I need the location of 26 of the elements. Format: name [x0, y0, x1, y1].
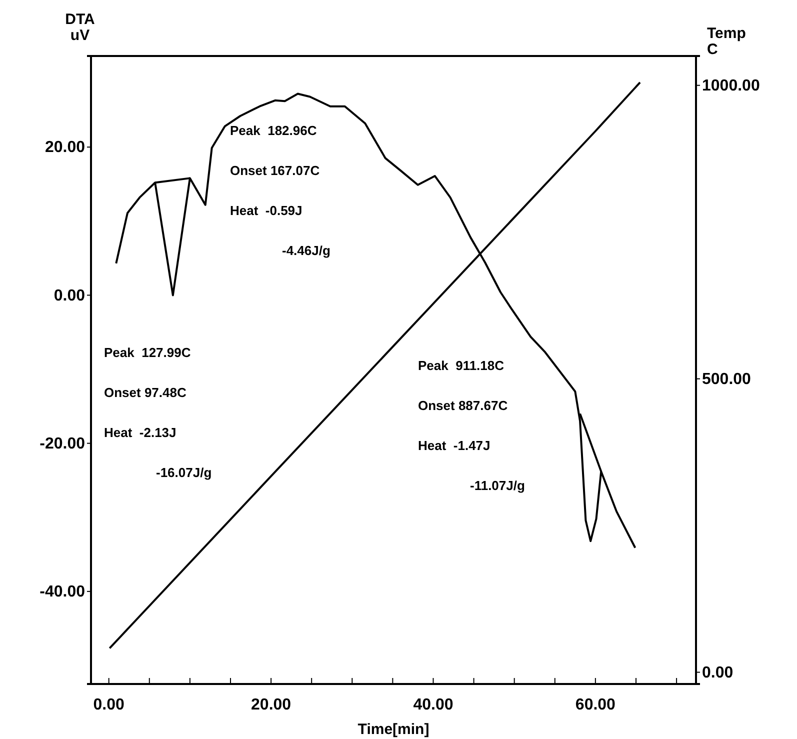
annotation: Onset 97.48C	[104, 385, 187, 400]
annotation: Onset 887.67C	[418, 398, 508, 413]
annotation: Onset 167.07C	[230, 163, 320, 178]
x-tick-label: 20.00	[251, 696, 292, 714]
annotation: Peak 182.96C	[230, 123, 318, 138]
annotation: -4.46J/g	[282, 243, 330, 258]
y-tick-label: -40.00	[40, 584, 86, 601]
y-tick-label: 0.00	[54, 287, 86, 304]
y-tick-label: 20.00	[44, 139, 86, 156]
annotation: -11.07J/g	[470, 478, 525, 493]
annotation: Peak 127.99C	[104, 345, 192, 360]
y2-tick-label: 500.00	[702, 370, 752, 388]
annotation: Heat -2.13J	[104, 425, 176, 440]
annotation: Heat -1.47J	[418, 438, 490, 453]
y2-tick-label: 0.00	[702, 664, 734, 682]
x-tick-label: 40.00	[413, 696, 454, 714]
x-tick-label: 60.00	[575, 696, 616, 714]
annotation: Peak 911.18C	[418, 358, 505, 373]
y-tick-label: -20.00	[40, 435, 86, 452]
y-axis-title: DTA uV	[65, 11, 96, 44]
y2-tick-label: 1000.00	[702, 77, 760, 94]
annotation: Heat -0.59J	[230, 203, 302, 218]
x-axis-title: Time[min]	[358, 721, 430, 738]
x-tick-label: 0.00	[93, 696, 125, 714]
y2-axis-title: Temp C	[707, 25, 746, 58]
annotation: -16.07J/g	[156, 465, 212, 480]
